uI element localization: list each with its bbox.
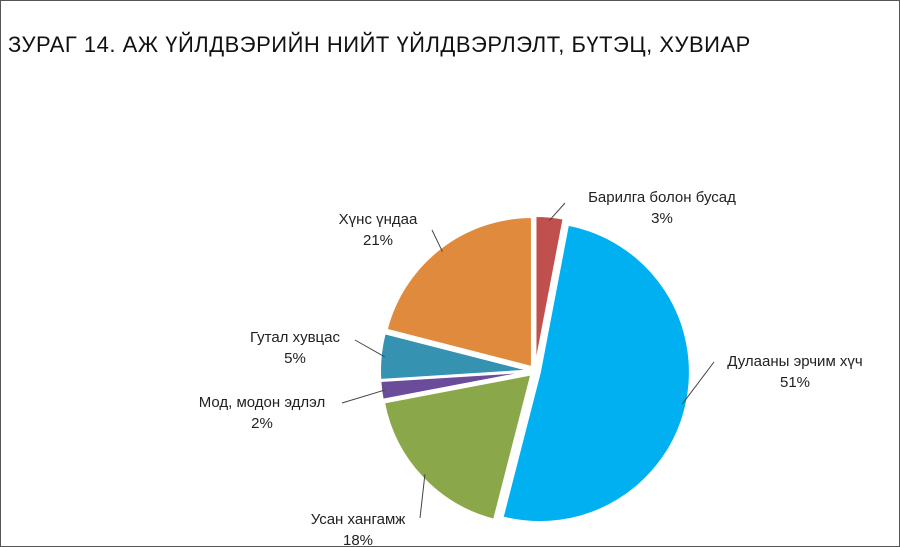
pie-slice <box>379 370 531 401</box>
leader-line <box>431 229 443 252</box>
slice-value-label: 18% <box>343 532 373 547</box>
chart-title: ЗУРАГ 14. АЖ ҮЙЛДВЭРИЙН НИЙТ ҮЙЛДВЭРЛЭЛТ… <box>8 32 751 57</box>
slice-label: Дулааны эрчим хүч <box>727 353 862 370</box>
slice-value-label: 3% <box>651 210 673 227</box>
slice-label: Усан хангамж <box>311 511 406 528</box>
leader-line <box>681 361 715 405</box>
slice-label: Барилга болон бусад <box>588 189 736 206</box>
slice-value-label: 51% <box>780 374 810 391</box>
pie-slice <box>501 223 691 524</box>
slice-value-label: 5% <box>284 350 306 367</box>
pie-slice <box>382 373 533 521</box>
slice-label: Гутал хувцас <box>250 329 340 346</box>
leader-line <box>341 389 386 404</box>
leader-line <box>548 202 566 222</box>
pie-slice <box>379 332 531 382</box>
slice-value-label: 21% <box>363 232 393 249</box>
pie-slice <box>385 216 533 369</box>
slice-label: Мод, модон эдлэл <box>199 394 326 411</box>
slice-label: Хүнс үндаа <box>339 211 418 228</box>
slice-value-label: 2% <box>251 415 273 432</box>
pie-slice <box>534 215 565 367</box>
leader-line <box>354 339 385 358</box>
leader-line <box>419 474 426 519</box>
